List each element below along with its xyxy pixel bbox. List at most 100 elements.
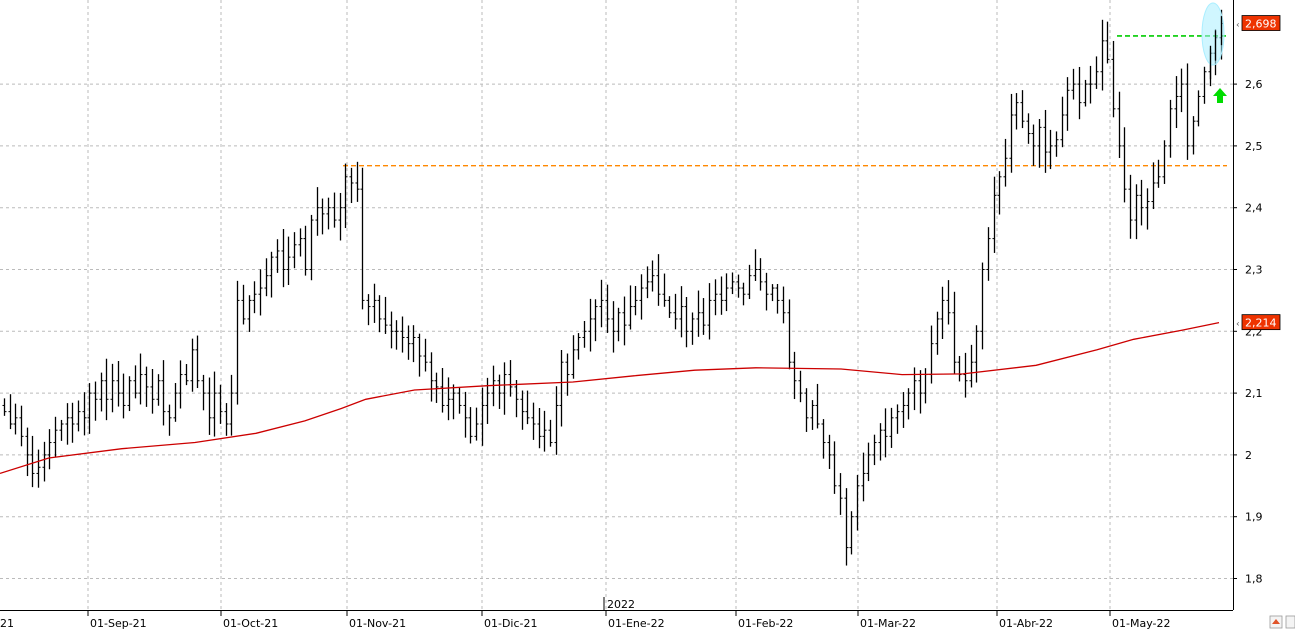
ohlc-bar (42, 441, 47, 482)
ohlc-bar (679, 286, 684, 338)
ohlc-bar (502, 362, 507, 415)
ohlc-bar (93, 381, 98, 421)
ohlc-bar (713, 279, 718, 316)
badge-box (1241, 314, 1281, 331)
ohlc-bar (1151, 162, 1156, 210)
ohlc-bar (309, 214, 314, 281)
ohlc-bar (247, 295, 252, 332)
ohlc-bar (531, 402, 536, 440)
ohlc-bar (525, 390, 530, 425)
ohlc-bar (628, 285, 633, 330)
ohlc-bar (923, 368, 928, 404)
ohlc-bar (918, 370, 923, 414)
y-tick-label: 2 (1245, 449, 1252, 462)
ohlc-bar (730, 272, 735, 295)
ohlc-bar (872, 434, 877, 466)
ohlc-bar (457, 387, 462, 414)
ohlc-bar (30, 435, 35, 488)
ohlc-bar (53, 416, 58, 457)
ohlc-bar (440, 368, 445, 413)
y-tick-label: 1,8 (1245, 573, 1263, 586)
ohlc-bar (974, 325, 979, 383)
ohlc-bar (1065, 77, 1070, 131)
ohlc-bar (377, 295, 382, 333)
ohlc-bar (167, 404, 172, 436)
ohlc-bar (770, 284, 775, 302)
ohlc-bar (394, 320, 399, 350)
ohlc-bar (662, 273, 667, 307)
ohlc-bar (235, 280, 240, 405)
ohlc-bar (156, 374, 161, 406)
ohlc-bar (1048, 129, 1053, 170)
ohlc-bar (36, 449, 41, 488)
ohlc-bar (895, 404, 900, 434)
ohlc-bar (104, 358, 109, 421)
ohlc-bar (241, 284, 246, 325)
ohlc-bar (980, 262, 985, 350)
badge-label: 2,214 (1245, 317, 1277, 330)
ohlc-bar (429, 352, 434, 402)
ohlc-bar (1117, 91, 1122, 159)
ohlc-bar (161, 360, 166, 426)
ohlc-bar (82, 392, 87, 436)
ohlc-bar (1077, 66, 1082, 120)
ohlc-bar (741, 282, 746, 306)
flag-icon[interactable] (1285, 615, 1295, 629)
ohlc-bar (622, 296, 627, 346)
ohlc-bar (986, 227, 991, 281)
ohlc-bar (338, 192, 343, 241)
ohlc-bar (815, 383, 820, 429)
x-tick-label: 01-Abr-22 (999, 617, 1053, 630)
ohlc-bar (1145, 188, 1150, 230)
ohlc-bar (1162, 140, 1167, 184)
ohlc-bar (70, 402, 75, 443)
ohlc-bar (195, 335, 200, 389)
ohlc-bar (1003, 138, 1008, 187)
ohlc-bar (468, 407, 473, 444)
ohlc-bar (992, 176, 997, 253)
ohlc-bar (997, 171, 1002, 215)
ohlc-bar (565, 353, 570, 396)
ohlc-bar (611, 301, 616, 353)
x-tick-label: 01-Ene-22 (608, 617, 665, 630)
ohlc-bar (144, 366, 149, 407)
ohlc-bar (332, 192, 337, 228)
ohlc-bar (372, 283, 377, 323)
ohlc-bar (827, 434, 832, 469)
ohlc-bar (599, 279, 604, 328)
ohlc-bar (47, 429, 52, 470)
ohlc-bar (1071, 68, 1076, 100)
ohlc-bar (883, 408, 888, 458)
ohlc-bar (935, 311, 940, 355)
ohlc-bar (1054, 131, 1059, 157)
ohlc-bar (1134, 184, 1139, 240)
ohlc-bar (901, 392, 906, 428)
ohlc-bar (946, 280, 951, 325)
ohlc-bar (320, 198, 325, 235)
ohlc-bar (701, 298, 706, 335)
y-tick-label: 2,1 (1245, 387, 1263, 400)
ohlc-bar (1009, 93, 1014, 173)
ohlc-bar (952, 291, 957, 375)
ohlc-bar (1111, 40, 1116, 118)
ohlc-bar (576, 333, 581, 360)
grid-lines (0, 0, 1233, 610)
ohlc-bar (252, 281, 257, 314)
ohlc-bar (838, 473, 843, 515)
ohlc-bar (1088, 65, 1093, 104)
ohlc-bar (2, 398, 7, 416)
ohlc-bar (645, 266, 650, 299)
ohlc-bar (1122, 127, 1127, 203)
ohlc-bar (264, 258, 269, 297)
ohlc-bar (298, 228, 303, 257)
ohlc-bar (59, 419, 64, 441)
ohlc-bar (1128, 174, 1133, 239)
ohlc-bar (548, 419, 553, 447)
moving-average-line (0, 321, 1220, 475)
ohlc-bar (1014, 93, 1019, 130)
ohlc-bar (514, 379, 519, 418)
ohlc-bar (184, 364, 189, 386)
ohlc-bar (849, 511, 854, 555)
